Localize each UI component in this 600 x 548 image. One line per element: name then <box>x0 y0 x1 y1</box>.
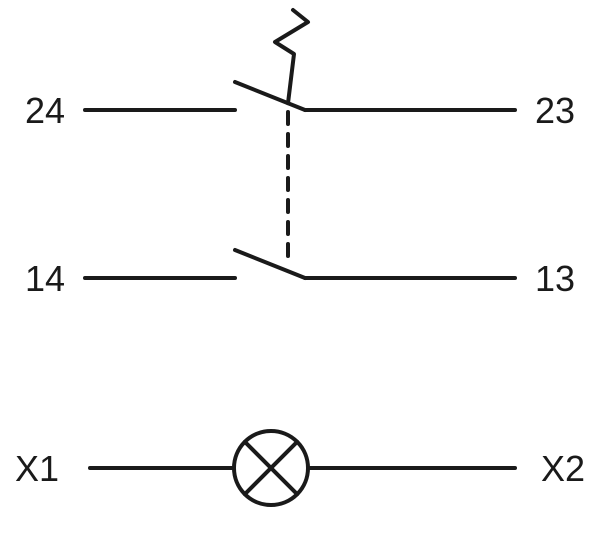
terminal-label-top_left: 24 <box>25 90 65 131</box>
terminal-label-mid_right: 13 <box>535 258 575 299</box>
terminal-label-top_right: 23 <box>535 90 575 131</box>
contact-mid-blade <box>235 250 305 278</box>
contact-top-blade <box>235 82 305 110</box>
circuit-diagram: 24 23 14 13 X1 X2 <box>0 0 600 548</box>
terminal-label-bot_left: X1 <box>15 448 59 489</box>
terminal-label-bot_right: X2 <box>541 448 585 489</box>
contact-top-zigzag <box>275 10 308 103</box>
terminal-label-mid_left: 14 <box>25 258 65 299</box>
